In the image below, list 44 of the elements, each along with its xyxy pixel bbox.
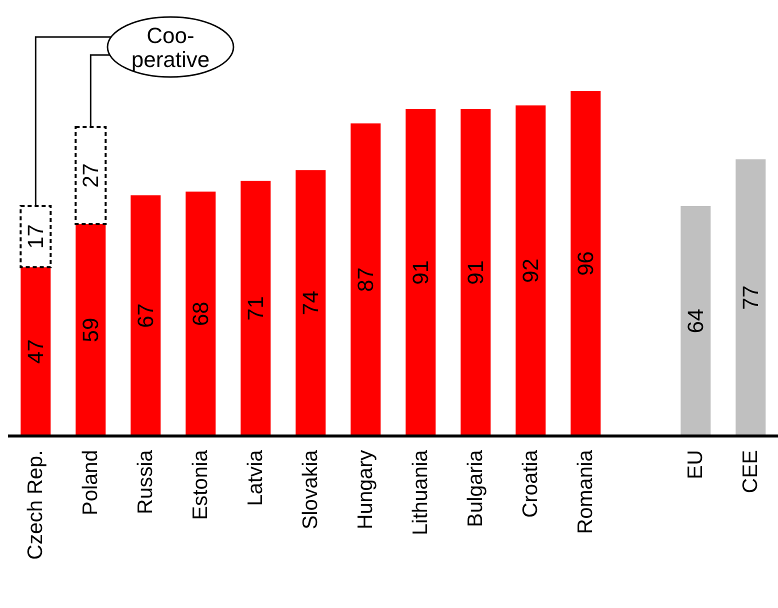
data-label: 74 xyxy=(298,290,324,316)
bar xyxy=(460,108,491,436)
bar xyxy=(516,105,546,436)
data-label: 91 xyxy=(463,260,488,285)
bar xyxy=(20,267,51,436)
data-label: 67 xyxy=(133,303,158,328)
data-label: 87 xyxy=(353,267,378,292)
x-tick-label: Slovakia xyxy=(299,450,322,530)
data-label: 68 xyxy=(188,302,214,326)
x-tick-label: Croatia xyxy=(519,450,542,518)
x-tick-label: Romania xyxy=(574,450,597,534)
bar xyxy=(240,180,271,436)
bar xyxy=(736,159,766,436)
data-label: 47 xyxy=(23,339,48,364)
x-tick-label: Hungary xyxy=(354,450,377,530)
data-label: 92 xyxy=(518,258,544,283)
bar xyxy=(406,108,436,436)
bar xyxy=(74,126,107,225)
data-label: 59 xyxy=(78,318,104,342)
bar xyxy=(76,224,106,436)
bar xyxy=(296,170,326,436)
data-label: 96 xyxy=(573,251,598,276)
bar xyxy=(570,91,601,436)
x-tick-label: Russia xyxy=(134,450,157,514)
x-tick-label: Lithuania xyxy=(409,450,432,536)
data-label: 64 xyxy=(683,308,708,334)
x-tick-label: Bulgaria xyxy=(464,450,487,528)
x-tick-label: CEE xyxy=(739,450,762,494)
x-tick-label: Estonia xyxy=(189,450,212,520)
bar xyxy=(680,206,711,436)
bar xyxy=(20,205,52,268)
x-tick-label: EU xyxy=(684,450,707,480)
callout-ellipse: Coo-perative xyxy=(106,16,234,78)
bar xyxy=(350,123,381,436)
x-tick-label: Poland xyxy=(79,450,102,516)
x-tick-label: Czech Rep. xyxy=(24,450,47,560)
data-label: 91 xyxy=(408,260,434,285)
data-label: 77 xyxy=(738,285,764,310)
data-label: 27 xyxy=(78,163,104,188)
x-tick-label: Latvia xyxy=(244,450,267,506)
bar xyxy=(130,195,161,436)
data-label: 17 xyxy=(23,224,48,249)
bar xyxy=(186,192,216,436)
data-label: 71 xyxy=(243,296,268,321)
